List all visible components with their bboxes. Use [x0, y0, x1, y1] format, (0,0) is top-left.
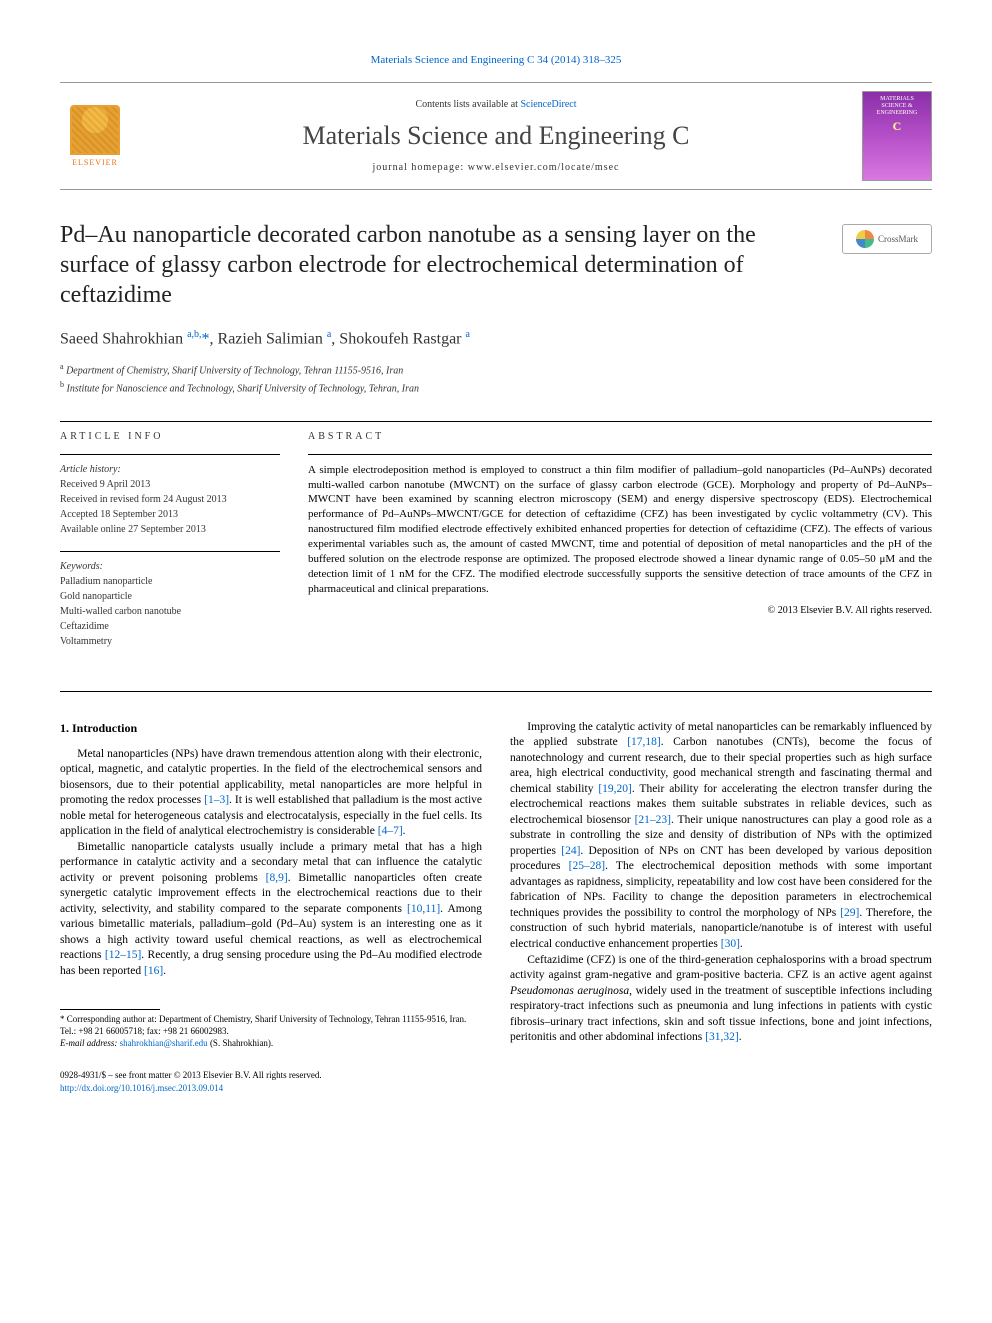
- crossmark-label: CrossMark: [878, 233, 918, 246]
- journal-name: Materials Science and Engineering C: [130, 118, 862, 154]
- abstract-label: ABSTRACT: [308, 430, 932, 444]
- keyword: Palladium nanoparticle: [60, 575, 280, 589]
- affiliation-a: Department of Chemistry, Sharif Universi…: [66, 365, 403, 376]
- journal-banner: ELSEVIER Contents lists available at Sci…: [60, 82, 932, 190]
- reference-link[interactable]: [1–3]: [204, 794, 229, 806]
- sciencedirect-link[interactable]: ScienceDirect: [520, 99, 576, 110]
- keyword: Voltammetry: [60, 635, 280, 649]
- reference-link[interactable]: [12–15]: [105, 949, 141, 961]
- article-info-label: ARTICLE INFO: [60, 430, 280, 444]
- elsevier-tree-icon: [70, 105, 120, 155]
- body-column-left: 1. Introduction Metal nanoparticles (NPs…: [60, 720, 482, 1095]
- keyword: Ceftazidime: [60, 620, 280, 634]
- divider: [60, 691, 932, 692]
- reference-link[interactable]: [16]: [144, 965, 163, 977]
- body-two-column: 1. Introduction Metal nanoparticles (NPs…: [60, 720, 932, 1095]
- homepage-line: journal homepage: www.elsevier.com/locat…: [130, 161, 862, 175]
- author-email-link[interactable]: shahrokhian@sharif.edu: [120, 1038, 208, 1048]
- article-history: Article history: Received 9 April 2013 R…: [60, 463, 280, 537]
- citation-link[interactable]: Materials Science and Engineering C 34 (…: [371, 54, 622, 66]
- contents-line: Contents lists available at ScienceDirec…: [130, 98, 862, 112]
- reference-link[interactable]: [4–7]: [378, 825, 403, 837]
- abstract-text: A simple electrodeposition method is emp…: [308, 463, 932, 597]
- footnote-rule: [60, 1009, 160, 1010]
- body-paragraph: Improving the catalytic activity of meta…: [510, 720, 932, 953]
- reference-link[interactable]: [17,18]: [627, 736, 661, 748]
- abstract-copyright: © 2013 Elsevier B.V. All rights reserved…: [308, 604, 932, 618]
- affiliation-b: Institute for Nanoscience and Technology…: [67, 384, 420, 395]
- reference-link[interactable]: [24]: [561, 845, 580, 857]
- reference-link[interactable]: [25–28]: [569, 860, 605, 872]
- corresponding-author-footnote: * Corresponding author at: Department of…: [60, 1014, 482, 1049]
- journal-cover-thumbnail: [862, 91, 932, 181]
- reference-link[interactable]: [31,32]: [705, 1031, 739, 1043]
- reference-link[interactable]: [10,11]: [407, 903, 440, 915]
- reference-link[interactable]: [8,9]: [266, 872, 288, 884]
- divider: [60, 551, 280, 552]
- crossmark-badge[interactable]: CrossMark: [842, 224, 932, 254]
- homepage-url: www.elsevier.com/locate/msec: [468, 162, 620, 173]
- affiliations: a Department of Chemistry, Sharif Univer…: [60, 361, 932, 397]
- body-column-right: Improving the catalytic activity of meta…: [510, 720, 932, 1095]
- intro-heading: 1. Introduction: [60, 720, 482, 737]
- elsevier-wordmark: ELSEVIER: [72, 157, 118, 168]
- doi-link[interactable]: http://dx.doi.org/10.1016/j.msec.2013.09…: [60, 1083, 223, 1093]
- body-paragraph: Metal nanoparticles (NPs) have drawn tre…: [60, 747, 482, 840]
- divider: [60, 421, 932, 422]
- body-paragraph: Ceftazidime (CFZ) is one of the third-ge…: [510, 953, 932, 1046]
- header-citation: Materials Science and Engineering C 34 (…: [60, 50, 932, 68]
- keyword: Gold nanoparticle: [60, 590, 280, 604]
- body-paragraph: Bimetallic nanoparticle catalysts usuall…: [60, 840, 482, 980]
- keywords-block: Keywords: Palladium nanoparticleGold nan…: [60, 560, 280, 649]
- reference-link[interactable]: [30]: [721, 938, 740, 950]
- divider: [308, 454, 932, 455]
- elsevier-logo: ELSEVIER: [60, 101, 130, 171]
- reference-link[interactable]: [29]: [840, 907, 859, 919]
- article-title: Pd–Au nanoparticle decorated carbon nano…: [60, 220, 822, 310]
- reference-link[interactable]: [19,20]: [598, 783, 632, 795]
- reference-link[interactable]: [21–23]: [635, 814, 671, 826]
- crossmark-icon: [856, 230, 874, 248]
- keyword: Multi-walled carbon nanotube: [60, 605, 280, 619]
- authors-line: Saeed Shahrokhian a,b,*, Razieh Salimian…: [60, 328, 932, 351]
- page-footer: 0928-4931/$ – see front matter © 2013 El…: [60, 1069, 482, 1094]
- divider: [60, 454, 280, 455]
